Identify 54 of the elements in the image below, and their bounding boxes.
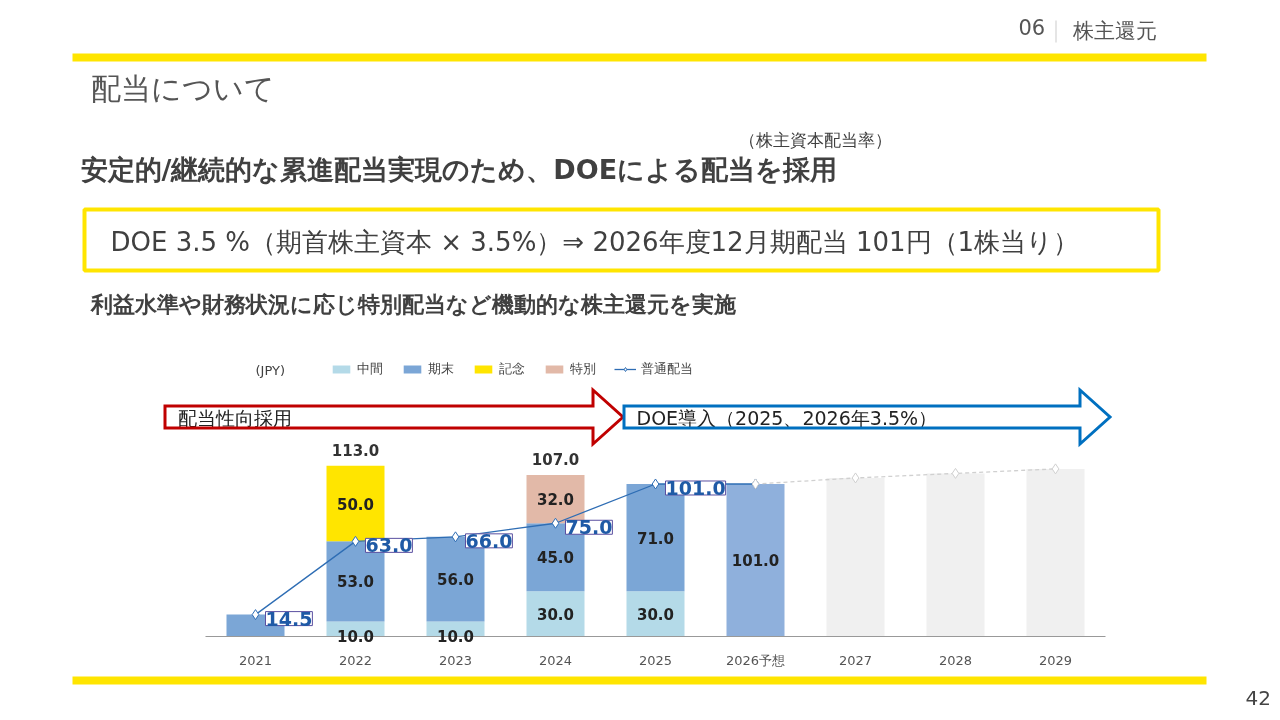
x-tick-label: 2022	[338, 652, 373, 668]
data-label: 10.0	[337, 627, 375, 646]
total-label: 107.0	[531, 450, 580, 469]
bar	[726, 483, 785, 637]
x-tick-label: 2026予想	[725, 652, 786, 668]
data-label: 63.0	[365, 534, 413, 557]
x-tick-label: 2029	[1038, 652, 1073, 668]
annotation: DOE 3.5 %（期首株主資本 × 3.5%）⇒ 2026年度12月期配当 101円（1株当り）	[110, 226, 1080, 257]
total-label: 113.0	[331, 441, 380, 460]
legend-label: 期末	[428, 360, 454, 378]
data-label: 50.0	[337, 495, 375, 514]
data-label: 66.0	[465, 529, 513, 552]
text: （株主資本配当率）	[738, 129, 892, 150]
annotation: 配当性向採用	[177, 406, 292, 429]
x-tick-label: 2027	[838, 652, 873, 668]
point	[351, 535, 360, 547]
data-label: 45.0	[537, 549, 575, 568]
data-label: 30.0	[637, 605, 675, 624]
data-label: 32.0	[537, 491, 575, 510]
data-label: 53.0	[337, 573, 375, 592]
point	[251, 609, 260, 621]
data-label: 14.5	[265, 607, 313, 630]
legend-label: 中間	[357, 360, 383, 378]
data-label: 101.0	[665, 476, 726, 499]
data-label: 10.0	[437, 627, 475, 646]
text: 42	[1245, 685, 1271, 710]
chart-subtitle: 安定的/継続的な累進配当実現のため、DOEによる配当を採用	[80, 153, 838, 185]
text: 株主還元	[1071, 18, 1157, 43]
data-label: 75.0	[565, 516, 613, 539]
x-tick-label: 2028	[938, 652, 973, 668]
legend-label: 記念	[499, 360, 525, 378]
legend-label: 特別	[570, 360, 596, 378]
data-label: 56.0	[437, 571, 475, 590]
point	[951, 467, 960, 479]
x-tick-label: 2021	[238, 652, 273, 668]
point	[451, 531, 460, 543]
text: 06	[1018, 15, 1046, 40]
point	[651, 478, 660, 490]
x-tick-label: 2023	[438, 652, 473, 668]
point	[551, 517, 560, 529]
x-tick-label: 2025	[638, 652, 673, 668]
point	[851, 472, 860, 484]
chart-title: 配当について	[90, 70, 275, 106]
bar	[1026, 468, 1085, 637]
x-tick-label: 2024	[538, 652, 573, 668]
bar	[826, 477, 885, 637]
annotation: (JPY)	[255, 362, 285, 378]
data-label: 71.0	[637, 529, 675, 548]
bar	[926, 473, 985, 637]
annotation: 利益水準や財務状況に応じ特別配当など機動的な株主還元を実施	[89, 291, 736, 317]
point	[1051, 463, 1060, 475]
data-label: 30.0	[537, 605, 575, 624]
legend-label: 普通配当	[641, 360, 693, 378]
data-label: 101.0	[731, 552, 780, 571]
